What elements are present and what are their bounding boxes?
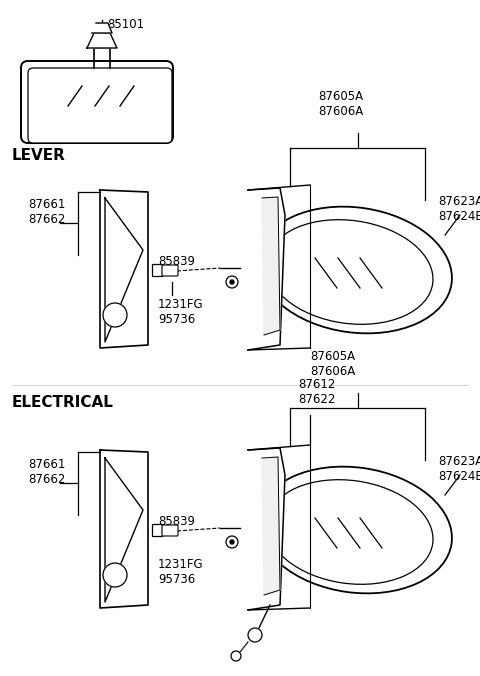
Ellipse shape [258, 207, 452, 333]
Ellipse shape [267, 480, 433, 584]
Circle shape [226, 536, 238, 548]
Text: 85839: 85839 [158, 515, 195, 528]
FancyBboxPatch shape [28, 68, 172, 143]
Polygon shape [87, 33, 117, 48]
Text: 87623A
87624B: 87623A 87624B [438, 195, 480, 223]
Text: ELECTRICAL: ELECTRICAL [12, 395, 114, 410]
Text: 85101: 85101 [107, 18, 144, 31]
FancyBboxPatch shape [162, 525, 178, 536]
Circle shape [226, 276, 238, 288]
Text: 87605A
87606A: 87605A 87606A [318, 90, 363, 118]
Polygon shape [248, 188, 285, 350]
Text: 87623A
87624B: 87623A 87624B [438, 455, 480, 483]
Polygon shape [100, 190, 148, 348]
Polygon shape [262, 197, 280, 335]
Circle shape [231, 651, 241, 661]
Circle shape [248, 628, 262, 642]
Circle shape [103, 563, 127, 587]
Polygon shape [262, 457, 280, 595]
Polygon shape [105, 458, 143, 602]
Text: 1231FG
95736: 1231FG 95736 [158, 298, 204, 326]
Circle shape [230, 540, 234, 544]
Polygon shape [92, 23, 112, 33]
Polygon shape [105, 198, 143, 342]
Ellipse shape [258, 466, 452, 594]
Polygon shape [100, 450, 148, 608]
FancyBboxPatch shape [162, 265, 178, 276]
Text: 87612
87622: 87612 87622 [298, 378, 336, 406]
Text: 87661
87662: 87661 87662 [28, 198, 65, 226]
Text: 87605A
87606A: 87605A 87606A [310, 350, 355, 378]
Ellipse shape [267, 220, 433, 324]
Circle shape [103, 303, 127, 327]
Circle shape [230, 280, 234, 284]
Polygon shape [248, 448, 285, 610]
Text: 1231FG
95736: 1231FG 95736 [158, 558, 204, 586]
FancyBboxPatch shape [21, 61, 173, 143]
FancyBboxPatch shape [152, 264, 162, 276]
Text: 87661
87662: 87661 87662 [28, 458, 65, 486]
Text: LEVER: LEVER [12, 148, 66, 163]
FancyBboxPatch shape [152, 524, 162, 536]
Text: 85839: 85839 [158, 255, 195, 268]
